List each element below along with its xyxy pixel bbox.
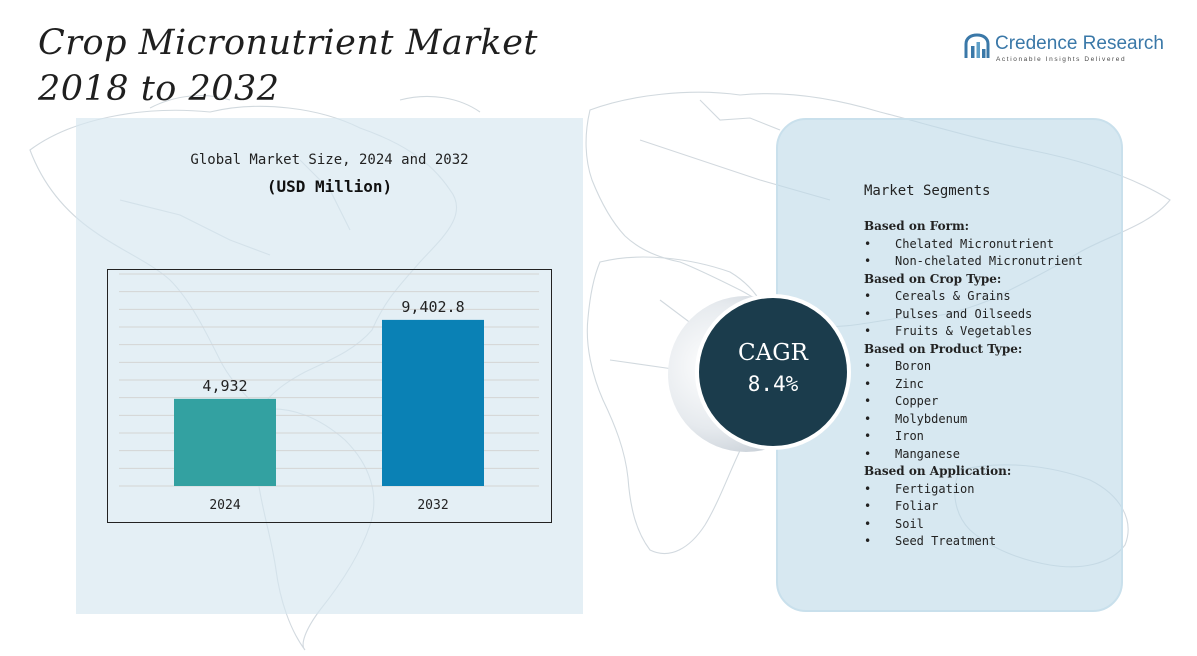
segment-group-title: Based on Application: bbox=[864, 464, 1012, 478]
title-line-2: 2018 to 2032 bbox=[38, 69, 280, 109]
category-label-2024: 2024 bbox=[209, 498, 240, 513]
segments-title: Market Segments bbox=[864, 183, 991, 199]
segment-item: Chelated Micronutrient bbox=[864, 236, 1114, 254]
category-label-2032: 2032 bbox=[417, 498, 448, 513]
segment-item: Non-chelated Micronutrient bbox=[864, 253, 1114, 271]
segment-item: Copper bbox=[864, 393, 1114, 411]
segment-item: Iron bbox=[864, 428, 1114, 446]
brand-name: Credence Research bbox=[995, 33, 1164, 54]
cagr-value: 8.4% bbox=[747, 372, 799, 396]
segment-group-title: Based on Crop Type: bbox=[864, 271, 1002, 286]
market-segments: Market Segments Based on Form: Chelated M… bbox=[864, 183, 1114, 551]
brand-tagline: Actionable Insights Delivered bbox=[996, 56, 1127, 63]
chart-heading: Global Market Size, 2024 and 2032 bbox=[190, 152, 469, 168]
bar-2024 bbox=[174, 398, 276, 486]
segment-item: Cereals & Grains bbox=[864, 288, 1114, 306]
chart-bars: 4,932 2024 9,402.8 2032 bbox=[174, 298, 484, 513]
segment-item: Seed Treatment bbox=[864, 533, 1114, 551]
segment-item: Boron bbox=[864, 358, 1114, 376]
segment-group-title: Based on Form: bbox=[864, 219, 970, 233]
brand-block: Credence Research Actionable Insights De… bbox=[962, 32, 1164, 68]
market-size-panel bbox=[76, 118, 583, 614]
credence-logo-icon bbox=[964, 33, 990, 58]
segment-item: Zinc bbox=[864, 376, 1114, 394]
segments-list: Based on Form: Chelated MicronutrientNon-… bbox=[864, 218, 1114, 551]
bar-2032 bbox=[382, 319, 484, 486]
segment-item: Foliar bbox=[864, 498, 1114, 516]
segment-item: Fertigation bbox=[864, 481, 1114, 499]
market-size-chart: 4,932 2024 9,402.8 2032 bbox=[107, 269, 552, 523]
segment-item: Soil bbox=[864, 516, 1114, 534]
page-title: Crop Micronutrient Market 2018 to 2032 bbox=[38, 20, 538, 112]
segment-group-title: Based on Product Type: bbox=[864, 341, 1023, 356]
chart-frame bbox=[107, 269, 552, 523]
value-label-2024: 4,932 bbox=[202, 377, 247, 395]
value-label-2032: 9,402.8 bbox=[401, 298, 464, 316]
segment-item: Fruits & Vegetables bbox=[864, 323, 1114, 341]
segment-item: Pulses and Oilseeds bbox=[864, 306, 1114, 324]
title-line-1: Crop Micronutrient Market bbox=[38, 23, 538, 63]
cagr-badge: CAGR 8.4% bbox=[699, 298, 847, 446]
segment-item: Manganese bbox=[864, 446, 1114, 464]
segment-item: Molybdenum bbox=[864, 411, 1114, 429]
chart-unit: (USD Million) bbox=[266, 177, 393, 196]
cagr-label: CAGR bbox=[738, 340, 808, 366]
